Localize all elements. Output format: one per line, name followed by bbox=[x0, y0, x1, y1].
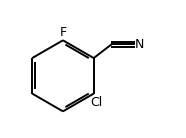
Text: Cl: Cl bbox=[90, 96, 102, 109]
Text: N: N bbox=[135, 38, 144, 51]
Text: F: F bbox=[59, 26, 67, 39]
